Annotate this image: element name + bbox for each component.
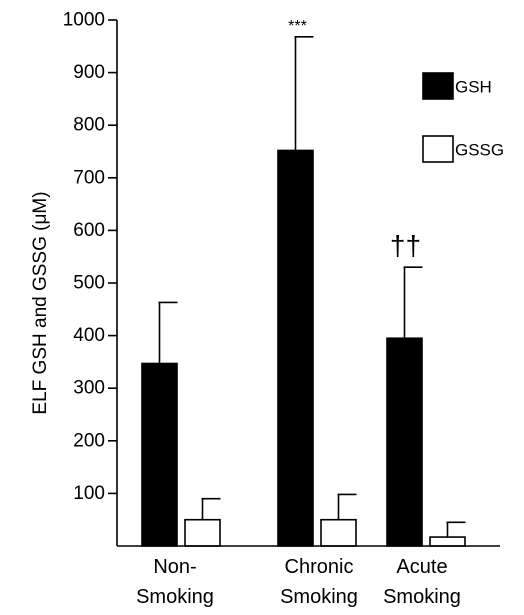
category-label-line2: Smoking	[280, 586, 358, 608]
x-axis: Non- Smoking Chronic Smoking Acute Smoking	[117, 545, 500, 608]
gsh-bar	[386, 337, 423, 547]
category-label-line1: Chronic	[285, 556, 354, 578]
y-axis-label: ELF GSH and GSSG (μM)	[30, 191, 51, 414]
legend-label-gsh: GSH	[455, 78, 492, 97]
gssg-bar	[429, 536, 466, 547]
y-tick-label: 1000	[63, 10, 105, 31]
y-tick-label: 900	[73, 62, 105, 83]
y-tick-label: 400	[73, 325, 105, 346]
y-tick-label: 700	[73, 167, 105, 188]
category-label-line2: Smoking	[383, 586, 461, 608]
gssg-bar	[184, 518, 221, 547]
legend-swatch-gssg	[422, 135, 454, 163]
y-tick-label: 100	[73, 483, 105, 504]
category-label-line2: Smoking	[136, 586, 214, 608]
significance-marker: ††	[390, 230, 421, 261]
legend-label-gssg: GSSG	[455, 141, 504, 160]
category-label-line1: Acute	[396, 556, 447, 578]
y-axis: 100 200 300 400 500 600 700 800 900 1000	[63, 10, 118, 546]
legend-swatch-gsh	[422, 72, 454, 100]
y-tick-label: 300	[73, 378, 105, 399]
category-label-line1: Non-	[153, 556, 196, 578]
gsh-bar	[141, 362, 178, 547]
gsh-bar	[277, 149, 314, 547]
significance-marker: ***	[288, 18, 307, 35]
legend: GSH GSSG	[422, 72, 504, 163]
y-tick-label: 200	[73, 430, 105, 451]
y-tick-label: 800	[73, 115, 105, 136]
y-tick-label: 500	[73, 273, 105, 294]
bars: *** ††	[141, 18, 466, 547]
gssg-bar	[320, 518, 357, 547]
y-tick-label: 600	[73, 220, 105, 241]
